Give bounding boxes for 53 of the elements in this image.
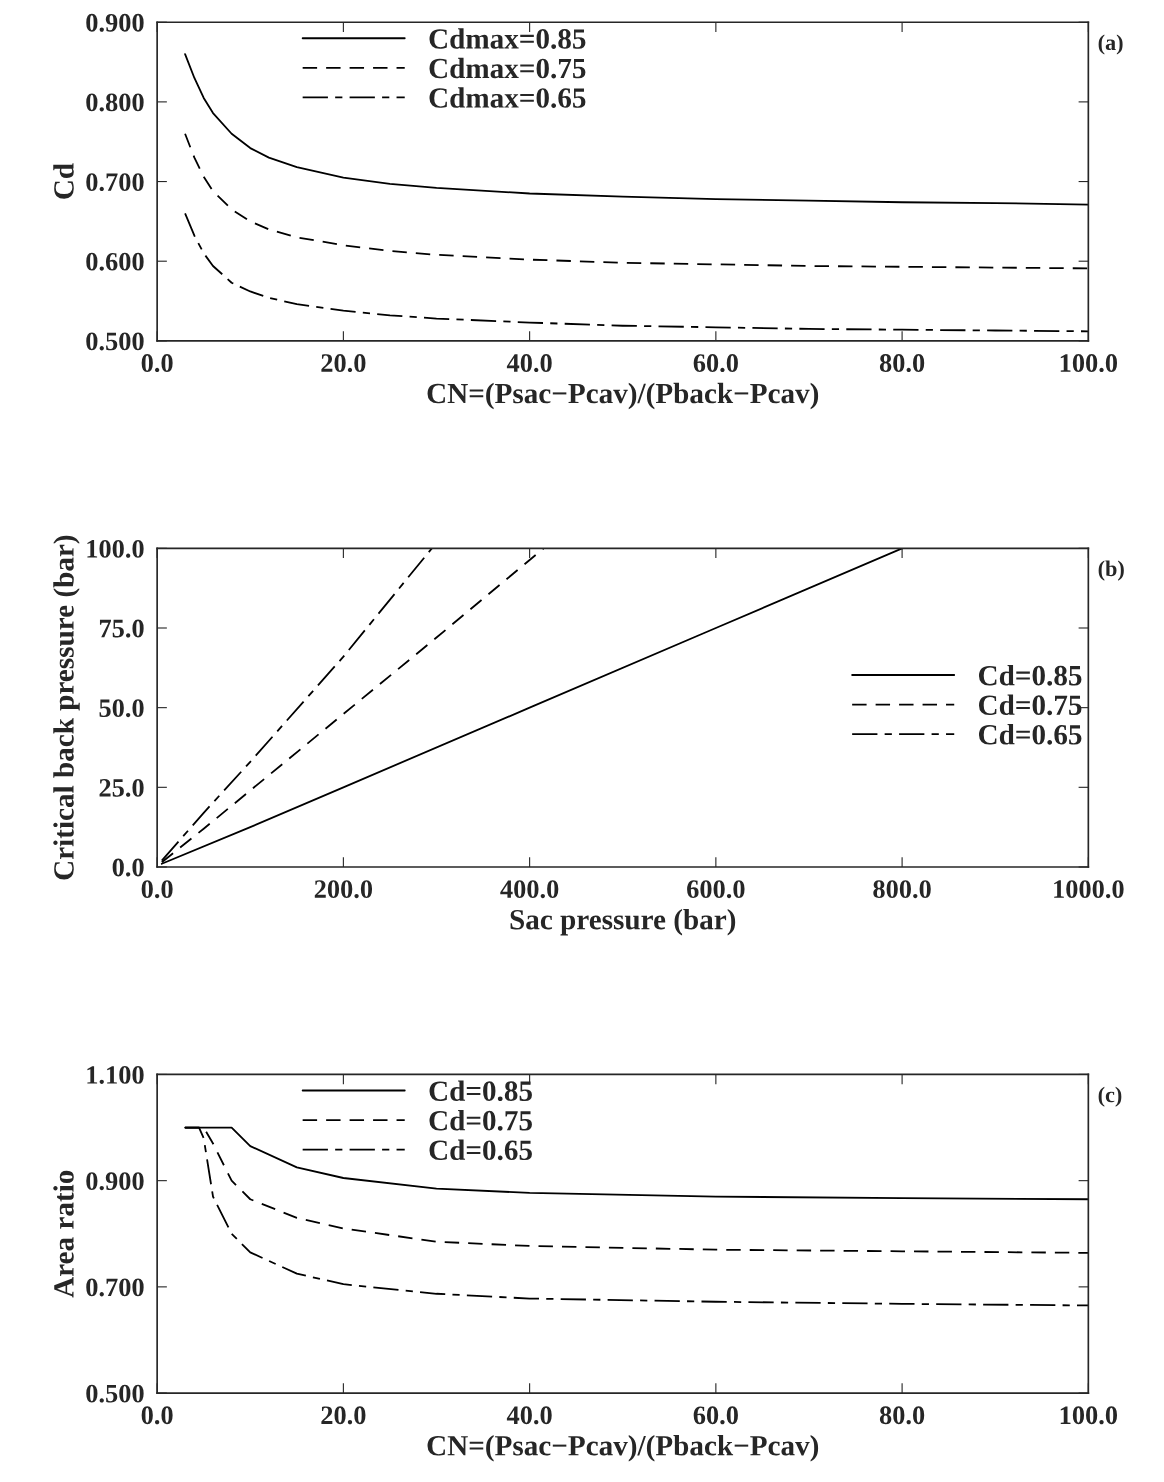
- y-tick-label: 25.0: [99, 778, 144, 797]
- x-tick-label: 40.0: [506, 1406, 552, 1425]
- y-tick-label: 0.600: [86, 252, 144, 271]
- x-tick-label: 20.0: [321, 1406, 366, 1425]
- text: (b): [1098, 560, 1124, 581]
- y-tick-label: 0.700: [86, 1278, 144, 1297]
- legend-label: Cd=0.75: [429, 1110, 532, 1131]
- y-tick-label: 0.0: [112, 858, 144, 877]
- x-tick-label: 800.0: [873, 880, 931, 899]
- text: (a): [1098, 34, 1123, 55]
- legend-label: Cd=0.65: [978, 724, 1082, 745]
- x-tick-label: 400.0: [500, 880, 559, 899]
- x-tick-label: 600.0: [687, 880, 745, 899]
- legend-label: Cdmax=0.65: [429, 87, 586, 108]
- y-tick-label: 1.100: [87, 1066, 144, 1084]
- y-tick-label: 50.0: [99, 699, 144, 718]
- y-tick-label: 75.0: [99, 619, 144, 638]
- legend-label: Cd=0.85: [429, 1080, 532, 1102]
- x-tick-label: 1000.0: [1054, 880, 1124, 899]
- x-tick-label: 80.0: [879, 354, 925, 373]
- y-tick-label: 0.500: [86, 1384, 144, 1403]
- x-tick-label: 100.0: [1060, 1406, 1118, 1425]
- text: (c): [1098, 1086, 1122, 1107]
- y-axis-title: Cd: [53, 163, 74, 199]
- y-tick-label: 100.0: [87, 539, 144, 558]
- legend-label: Cd=0.85: [978, 664, 1082, 686]
- y-tick-label: 0.900: [86, 13, 144, 32]
- x-tick-label: 20.0: [321, 354, 366, 373]
- x-tick-label: 0.0: [141, 880, 173, 899]
- x-tick-label: 0.0: [141, 1406, 173, 1425]
- x-tick-label: 100.0: [1060, 354, 1118, 373]
- legend-label: Cd=0.65: [429, 1139, 532, 1161]
- y-axis-title: Critical back pressure (bar): [53, 535, 80, 880]
- y-axis-title: Area ratio: [53, 1170, 74, 1298]
- legend-label: Cdmax=0.85: [429, 28, 586, 49]
- y-tick-label: 0.500: [86, 332, 144, 351]
- x-tick-label: 200.0: [314, 880, 373, 899]
- line-series: [184, 53, 1089, 206]
- x-axis-title: CN=(Psac−Pcav)/(Pback−Pcav): [427, 1435, 819, 1462]
- x-tick-label: 60.0: [693, 354, 738, 373]
- x-tick-label: 0.0: [141, 354, 173, 373]
- x-tick-label: 60.0: [693, 1406, 738, 1425]
- line-series: [184, 132, 1089, 270]
- x-axis-title: CN=(Psac−Pcav)/(Pback−Pcav): [427, 382, 819, 410]
- legend-label: Cdmax=0.75: [429, 57, 586, 79]
- x-tick-label: 80.0: [879, 1406, 925, 1425]
- y-tick-label: 0.700: [86, 173, 144, 192]
- y-tick-label: 0.800: [86, 93, 144, 112]
- line-series: [184, 212, 1089, 333]
- legend-label: Cd=0.75: [978, 694, 1082, 716]
- x-tick-label: 40.0: [506, 354, 552, 373]
- x-axis-title: Sac pressure (bar): [510, 908, 736, 936]
- y-tick-label: 0.900: [86, 1172, 144, 1191]
